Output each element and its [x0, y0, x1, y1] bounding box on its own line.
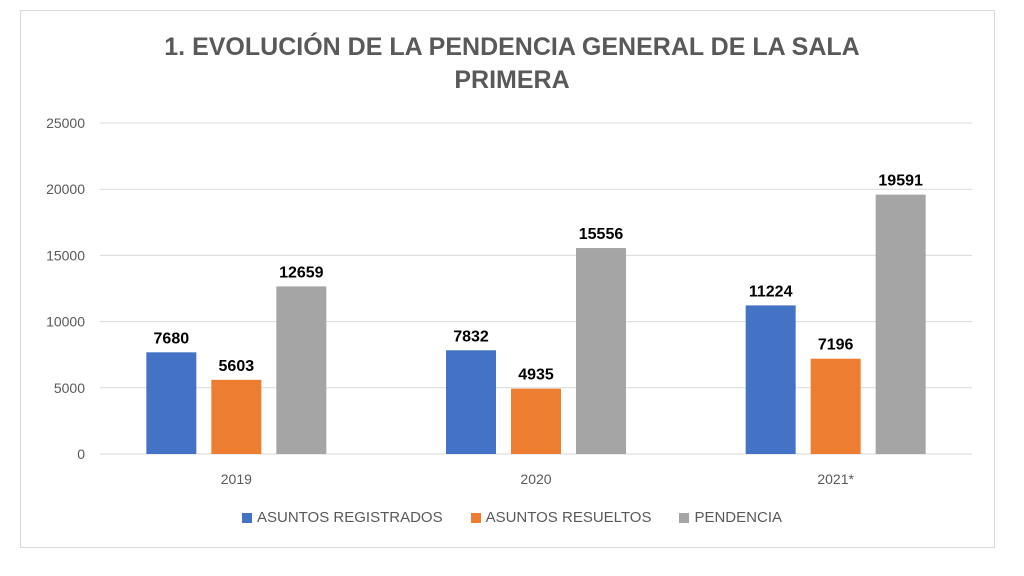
y-tick-label: 0	[77, 446, 85, 462]
data-label: 19591	[878, 173, 923, 190]
bar	[446, 350, 496, 454]
chart-title-line-2: PRIMERA	[454, 66, 570, 94]
legend-item: ASUNTOS REGISTRADOS	[241, 509, 443, 526]
x-tick-label: 2020	[520, 471, 551, 487]
legend-swatch	[241, 512, 252, 523]
y-tick-label: 10000	[46, 314, 85, 330]
legend-label: PENDENCIA	[694, 509, 782, 526]
legend-item: ASUNTOS RESUELTOS	[470, 509, 652, 526]
bar	[745, 305, 796, 454]
legend: ASUNTOS REGISTRADOS ASUNTOS RESUELTOS PEND…	[0, 509, 1024, 526]
legend-swatch	[679, 512, 690, 523]
data-label: 7832	[453, 328, 489, 345]
data-label: 7196	[818, 337, 854, 354]
x-tick-label: 2021*	[817, 471, 854, 487]
chart-title-line-1: 1. EVOLUCIÓN DE LA PENDENCIA GENERAL DE …	[164, 33, 860, 61]
bar	[576, 248, 626, 454]
bar	[211, 379, 262, 454]
data-label: 7680	[154, 330, 190, 347]
legend-label: ASUNTOS REGISTRADOS	[256, 509, 443, 526]
y-tick-label: 20000	[46, 181, 85, 197]
bar	[276, 286, 327, 454]
data-label: 11224	[749, 283, 793, 300]
y-tick-label: 25000	[46, 115, 85, 131]
bar	[146, 352, 197, 454]
y-tick-label: 5000	[54, 380, 85, 396]
chart-frame	[20, 10, 995, 548]
bar	[810, 358, 861, 454]
data-label: 15556	[579, 226, 624, 243]
legend-label: ASUNTOS RESUELTOS	[485, 509, 652, 526]
legend-item: PENDENCIA	[679, 509, 782, 526]
data-label: 4935	[518, 367, 554, 384]
bar	[511, 388, 561, 454]
y-tick-label: 15000	[46, 247, 85, 263]
data-label: 12659	[279, 264, 324, 281]
legend-swatch	[470, 512, 481, 523]
bar	[875, 194, 926, 454]
x-tick-label: 2019	[221, 471, 252, 487]
data-label: 5603	[219, 358, 255, 375]
